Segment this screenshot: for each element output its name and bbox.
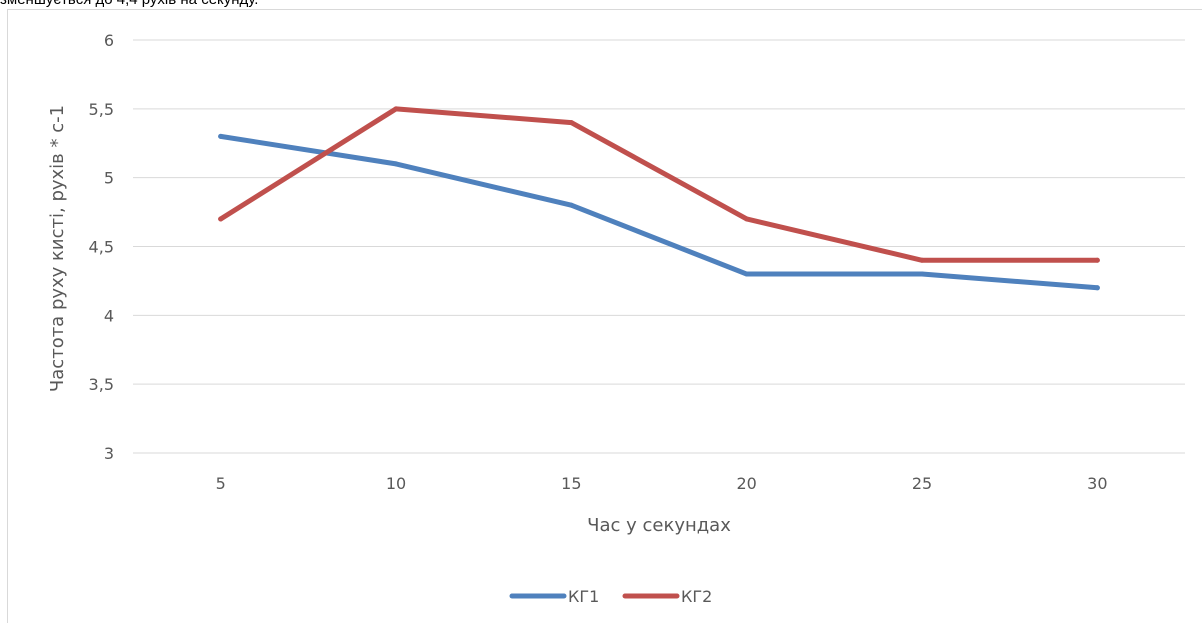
x-tick-label: 20 [736, 474, 756, 493]
data-point [393, 161, 399, 167]
series-line-2 [218, 106, 1100, 263]
y-tick-label: 3 [104, 444, 114, 463]
x-tick-label: 25 [912, 474, 932, 493]
x-axis-title: Час у секундах [587, 515, 731, 536]
y-tick-label: 6 [104, 31, 114, 50]
data-point [393, 106, 399, 112]
data-point [1094, 257, 1100, 263]
legend-label: КГ1 [568, 587, 599, 606]
x-tick-label: 5 [216, 474, 226, 493]
data-point [218, 133, 224, 139]
x-tick-label: 30 [1087, 474, 1107, 493]
series-lines [218, 106, 1100, 291]
legend: КГ1 КГ2 [509, 587, 712, 606]
intro-text: зменшується до 4,4 рухів на секунду. [0, 0, 258, 8]
series-line-1 [218, 133, 1100, 291]
chart-frame [7, 9, 1202, 623]
legend-label: КГ2 [681, 587, 712, 606]
y-axis-ticks: 3 3,5 4 4,5 5 5,5 6 [89, 31, 114, 463]
y-axis-title: Частота руху кисті, рухів * с-1 [47, 105, 68, 392]
data-point [744, 271, 750, 277]
y-tick-label: 4 [104, 306, 114, 325]
y-tick-label: 5,5 [89, 100, 114, 119]
data-point [744, 216, 750, 222]
data-point [919, 257, 925, 263]
x-tick-label: 10 [386, 474, 406, 493]
data-point [919, 271, 925, 277]
data-point [1094, 285, 1100, 291]
data-point [568, 120, 574, 126]
y-tick-label: 5 [104, 169, 114, 188]
data-point [568, 202, 574, 208]
x-axis-ticks: 5 10 15 20 25 30 [216, 474, 1108, 493]
y-tick-label: 4,5 [89, 238, 114, 257]
gridlines [133, 39, 1185, 454]
x-tick-label: 15 [561, 474, 581, 493]
y-tick-label: 3,5 [89, 375, 114, 394]
data-point [218, 216, 224, 222]
